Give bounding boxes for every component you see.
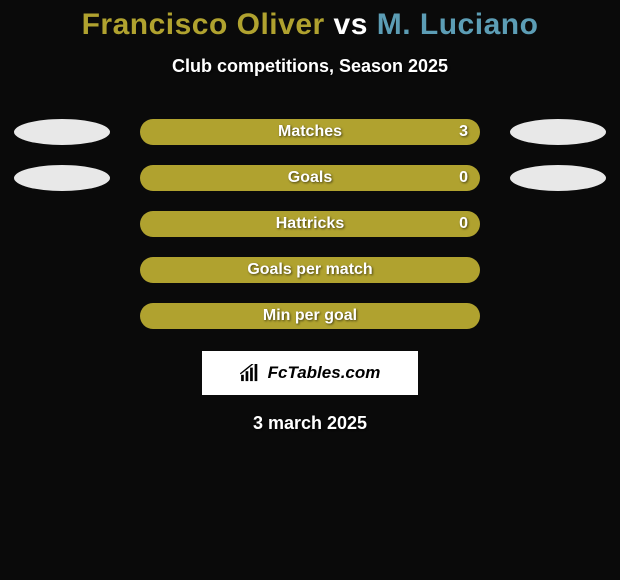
left-ellipse <box>14 119 110 145</box>
player1-name: Francisco Oliver <box>82 8 325 41</box>
stat-label: Min per goal <box>263 307 357 325</box>
stat-row: Goals 0 <box>0 165 620 191</box>
stat-value: 0 <box>459 215 468 233</box>
logo-text: FcTables.com <box>268 363 381 383</box>
stat-bar: Goals 0 <box>140 165 480 191</box>
comparison-widget: Francisco Oliver vs M. Luciano Club comp… <box>0 0 620 434</box>
stat-row: Min per goal <box>0 303 620 329</box>
right-ellipse <box>510 119 606 145</box>
stat-row: Hattricks 0 <box>0 211 620 237</box>
stat-bar: Goals per match <box>140 257 480 283</box>
stat-bar: Matches 3 <box>140 119 480 145</box>
stat-row: Goals per match <box>0 257 620 283</box>
stat-label: Hattricks <box>276 215 344 233</box>
page-title: Francisco Oliver vs M. Luciano <box>0 8 620 42</box>
stat-bar: Hattricks 0 <box>140 211 480 237</box>
stat-bar: Min per goal <box>140 303 480 329</box>
right-ellipse <box>510 165 606 191</box>
chart-icon <box>240 364 262 382</box>
vs-text: vs <box>334 8 368 41</box>
stat-rows: Matches 3 Goals 0 Hattricks 0 Goals per match M… <box>0 119 620 329</box>
stat-value: 0 <box>459 169 468 187</box>
stat-label: Goals <box>288 169 332 187</box>
stat-row: Matches 3 <box>0 119 620 145</box>
stat-value: 3 <box>459 123 468 141</box>
stat-label: Goals per match <box>247 261 372 279</box>
date-text: 3 march 2025 <box>0 413 620 434</box>
subtitle: Club competitions, Season 2025 <box>0 56 620 77</box>
player2-name: M. Luciano <box>377 8 539 41</box>
stat-label: Matches <box>278 123 342 141</box>
logo-box[interactable]: FcTables.com <box>202 351 418 395</box>
left-ellipse <box>14 165 110 191</box>
